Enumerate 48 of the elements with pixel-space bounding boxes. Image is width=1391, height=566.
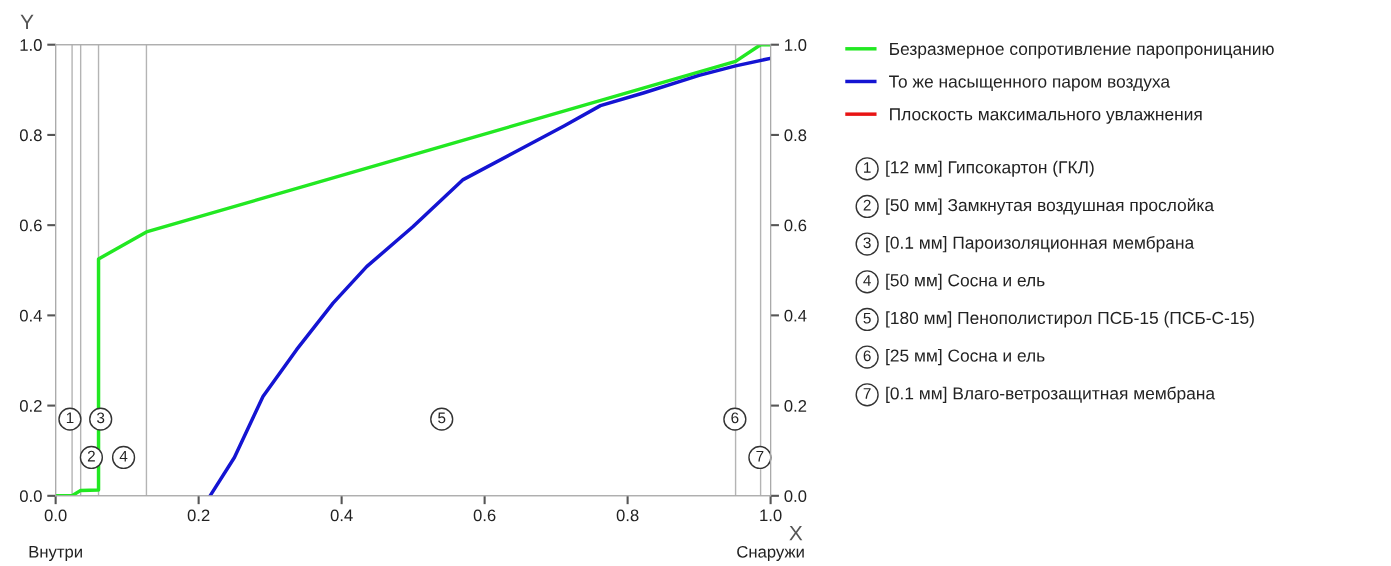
text: 6 xyxy=(863,350,871,362)
x-tick-label: 0.0 xyxy=(44,509,67,522)
text: [0.1 мм] Влаго-ветрозащитная мембрана xyxy=(886,386,1216,403)
text: 2 xyxy=(863,199,871,211)
text: 4 xyxy=(863,275,871,286)
y-tick-label: 0.8 xyxy=(19,129,42,142)
text: Снаружи xyxy=(737,545,804,561)
y2-tick-label: 0.6 xyxy=(784,219,807,232)
annotation: 1 xyxy=(66,412,74,424)
x-tick-label: 1.0 xyxy=(760,509,782,522)
y2-tick-label: 0.0 xyxy=(784,490,807,503)
x-tick-label: 0.8 xyxy=(616,509,639,522)
y-tick-label: 0.2 xyxy=(19,400,42,412)
text: [12 мм] Гипсокартон (ГКЛ) xyxy=(886,160,1094,177)
y-tick-label: 0.4 xyxy=(19,309,42,322)
text: 1 xyxy=(864,162,871,173)
text: 5 xyxy=(863,312,871,324)
annotation: 7 xyxy=(756,450,764,462)
text: [50 мм] Сосна и ель xyxy=(886,273,1045,290)
y-axis-title: Y xyxy=(20,14,34,30)
x-tick-label: 0.6 xyxy=(473,509,496,522)
annotation: 5 xyxy=(438,412,446,424)
y2-tick-label: 0.8 xyxy=(784,129,807,142)
text: [25 мм] Сосна и ель xyxy=(886,349,1045,366)
x-tick-label: 0.4 xyxy=(330,509,353,522)
y-tick-label: 0.6 xyxy=(19,219,42,232)
text: Внутри xyxy=(29,546,82,561)
line-series xyxy=(208,56,771,496)
annotation: 4 xyxy=(119,450,128,462)
annotation: 6 xyxy=(731,412,739,424)
text: [50 мм] Замкнутая воздушная прослойка xyxy=(886,198,1215,215)
line-series xyxy=(55,44,771,496)
legend-label: Плоскость максимального увлажнения xyxy=(890,108,1202,124)
text: [0.1 мм] Пароизоляционная мембрана xyxy=(886,235,1195,253)
y2-tick-label: 0.2 xyxy=(784,400,807,412)
legend-label: Безразмерное сопротивление паропроницанию xyxy=(890,42,1274,59)
legend-label: То же насыщенного паром воздуха xyxy=(889,75,1171,92)
text: 7 xyxy=(863,388,871,399)
y-tick-label: 1.0 xyxy=(20,39,42,51)
annotation: 2 xyxy=(87,450,95,462)
x-axis-title: X xyxy=(789,525,803,541)
text: [180 мм] Пенополистирол ПСБ-15 (ПСБ-С-15) xyxy=(886,311,1254,328)
text: 3 xyxy=(863,237,871,249)
x-tick-label: 0.2 xyxy=(187,509,210,522)
annotation: 3 xyxy=(97,412,105,424)
y-tick-label: 0.0 xyxy=(19,490,42,503)
y2-tick-label: 1.0 xyxy=(785,39,807,51)
y2-tick-label: 0.4 xyxy=(784,309,807,322)
